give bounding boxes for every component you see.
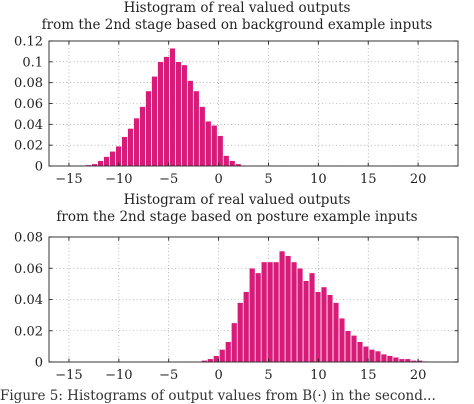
histogram-bar [327,294,334,363]
histogram-bar [157,61,164,167]
histogram-bar [392,357,399,363]
y-tick-label: 0.1 [22,55,43,70]
histogram-bar [297,268,304,363]
histogram-bar [267,261,274,363]
y-tick-label: 0.02 [14,139,43,154]
x-tick-label: 10 [310,368,327,383]
histogram-bar [249,268,256,363]
histogram-bar [103,156,110,167]
y-tick-label: 0.08 [14,231,43,246]
chart-2-title-line-1: Histogram of real valued outputs [123,192,351,208]
figure-caption: Figure 5: Histograms of output values fr… [0,388,436,404]
y-tick-label: 0.06 [14,97,43,112]
histogram-bar [175,61,182,167]
x-tick-label: 15 [360,172,377,187]
histogram-bar [243,291,250,363]
histogram-bar [193,90,200,167]
chart-2-title-line-2: from the 2nd stage based on posture exam… [56,209,418,225]
x-tick-label: 0 [214,172,222,187]
histogram-bar [169,48,176,167]
histogram-bar [237,302,244,363]
x-tick-label: −10 [105,368,132,383]
y-tick-label: 0 [35,356,43,371]
histogram-bar [350,335,357,363]
y-tick-label: 0.08 [14,76,43,91]
histogram-bar [315,291,322,363]
histogram-bar [333,302,339,363]
chart-2: −15 −10 −5 0 5 10 15 20 0 0.02 0.04 0.06 0.08 [14,231,459,383]
plot-frame [48,40,459,167]
x-tick-label: −5 [159,368,178,383]
histogram-bar [151,76,158,167]
x-tick-label: 10 [310,172,327,187]
histogram-bar [229,160,236,167]
histogram-bar [291,261,298,363]
histogram-bar [303,280,310,363]
histogram-bar [321,286,328,363]
y-tick-label: 0.04 [14,118,43,133]
x-tick-label: −5 [159,172,178,187]
histogram-bar [205,121,212,167]
x-tick-label: −15 [55,172,82,187]
chart-2-title: Histogram of real valued outputs from th… [0,192,474,226]
histogram-bar [207,358,214,363]
histogram-bar [386,355,393,363]
histogram-bar [344,330,351,363]
histogram-bar [223,155,230,167]
histogram-bar [309,272,316,363]
x-tick-label: 20 [410,172,427,187]
x-tick-label: 5 [264,172,272,187]
histogram-bar [181,64,188,167]
histogram-bar [225,341,232,363]
histogram-bar [217,135,224,167]
y-tick-label: 0.06 [14,262,43,277]
histogram-bar [145,90,152,167]
y-tick-label: 0.04 [14,293,43,308]
histogram-bar [109,151,116,167]
y-tick-label: 0.02 [14,324,43,339]
x-tick-label: 0 [214,368,222,383]
histogram-bar [163,56,170,167]
histogram-bar [133,117,140,167]
histogram-bar [231,322,238,363]
histogram-bar [279,250,286,363]
chart-1-title-line-2: from the 2nd stage based on background e… [41,17,433,33]
histogram-bar [273,261,280,363]
chart-1-title-line-1: Histogram of real valued outputs [123,0,351,16]
histogram-bar [356,341,363,363]
histogram-bar [255,272,262,363]
chart-1-title: Histogram of real valued outputs from th… [0,0,474,34]
histogram-bar [97,160,104,167]
histogram-bar [219,349,226,363]
histogram-bar [374,350,381,363]
y-tick-label: 0.12 [14,35,43,50]
y-tick-label: 0 [35,160,43,175]
histogram-bar [199,106,206,167]
x-tick-label: 20 [410,368,427,383]
histogram-bar [368,349,375,363]
histogram-bar [380,353,387,363]
x-tick-label: 5 [264,368,272,383]
chart-1: −15 −10 −5 0 5 10 15 20 0 0.02 0.04 0.06 0.08 0.1 0.12 [14,35,459,187]
histogram-bar [187,80,194,167]
histogram-bar [398,358,405,363]
histogram-bar [211,125,218,167]
x-tick-label: −10 [105,172,132,187]
x-tick-label: 15 [360,368,377,383]
histogram-bar [139,106,146,167]
histogram-bar [338,318,345,363]
histogram-bar [285,255,292,363]
histogram-bar [121,136,128,167]
x-tick-label: −15 [55,368,82,383]
histogram-bar [261,261,268,363]
histogram-bar [404,358,411,363]
histogram-bar [127,128,134,167]
